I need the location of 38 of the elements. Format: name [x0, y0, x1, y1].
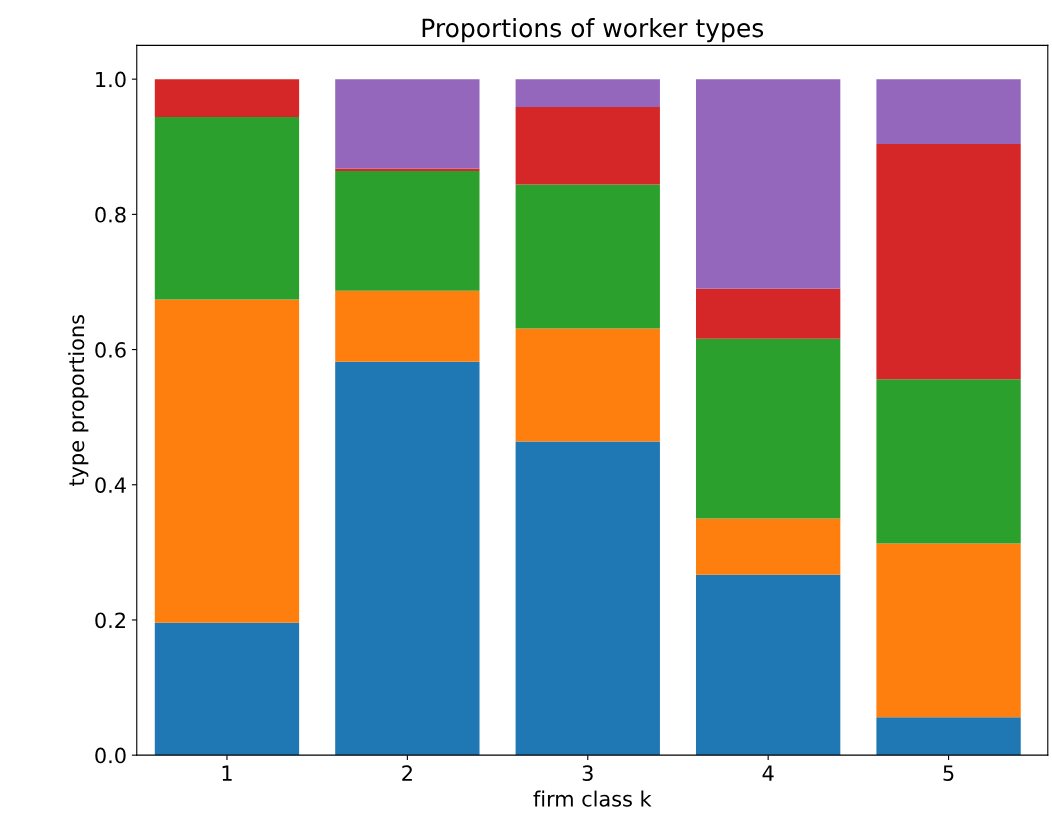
- bar: [335, 168, 480, 172]
- bar: [696, 338, 841, 519]
- bar: [515, 441, 660, 756]
- bar: [154, 299, 300, 623]
- x-tick-label: 2: [402, 765, 412, 781]
- bar: [876, 717, 1021, 756]
- bar: [876, 144, 1021, 380]
- bar: [154, 79, 300, 118]
- bar: [515, 79, 660, 107]
- bar: [696, 518, 841, 575]
- bar: [335, 290, 480, 362]
- y-axis-title: type proportions: [68, 315, 89, 486]
- bar: [515, 106, 660, 185]
- y-tick-label: 0.4: [95, 477, 126, 493]
- chart-title: Proportions of worker types: [422, 18, 764, 43]
- y-tick-label: 0.6: [95, 342, 126, 358]
- x-tick-label: 4: [762, 765, 774, 781]
- bar: [154, 622, 300, 756]
- x-axis-title: firm class k: [533, 790, 652, 807]
- bar: [876, 79, 1021, 145]
- x-tick-label: 3: [582, 765, 593, 782]
- bar: [876, 543, 1021, 718]
- bar: [335, 361, 480, 756]
- bar: [696, 574, 841, 756]
- y-tick-label: 0.2: [95, 612, 125, 629]
- x-tick-label: 5: [943, 765, 954, 782]
- bar: [515, 328, 660, 442]
- bar: [154, 117, 300, 300]
- bar: [335, 171, 480, 291]
- bar: [696, 288, 841, 339]
- bar: [876, 379, 1021, 544]
- bar: [335, 79, 480, 169]
- y-tick-label: 1.0: [96, 71, 126, 88]
- y-tick-label: 0.8: [95, 206, 126, 223]
- y-tick-label: 0.0: [95, 747, 126, 764]
- bar: [696, 79, 841, 289]
- x-tick-label: 1: [222, 765, 232, 781]
- bar: [515, 184, 660, 329]
